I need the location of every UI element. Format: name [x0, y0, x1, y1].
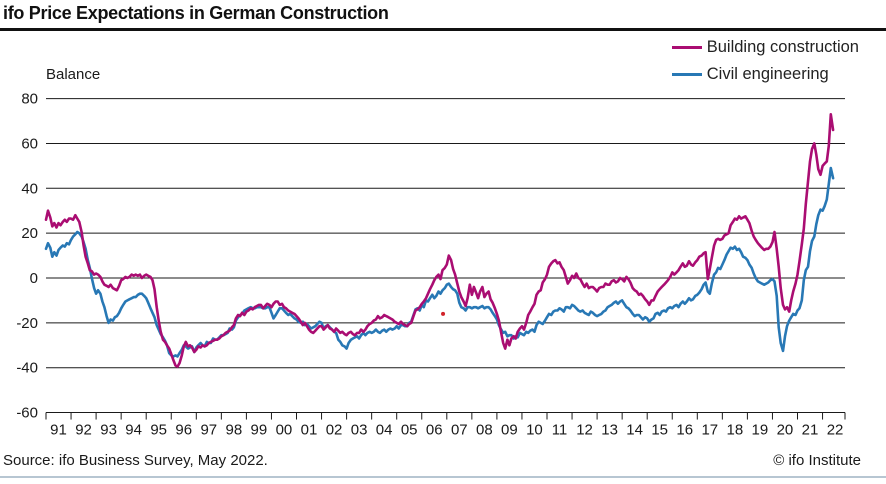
x-tick-label: 06	[426, 422, 443, 439]
building-construction-line	[44, 113, 835, 368]
x-tick-label: 98	[226, 422, 243, 439]
footer-divider	[0, 476, 886, 478]
chart-legend: Building construction Civil engineering	[671, 36, 859, 86]
legend-label: Building construction	[706, 38, 859, 56]
x-tick-label: 19	[752, 422, 769, 439]
civil-engineering-line	[44, 166, 835, 358]
y-axis-title: Balance	[46, 66, 101, 83]
x-tick-label: 18	[727, 422, 744, 439]
source-note: Source: ifo Business Survey, May 2022.	[3, 452, 268, 469]
legend-label: Civil engineering	[706, 65, 829, 83]
building-construction-line-swatch	[671, 45, 702, 50]
legend-item-building-construction: Building construction	[671, 36, 859, 59]
y-tick-label: -60	[16, 405, 38, 422]
x-tick-label: 04	[376, 422, 393, 439]
y-tick-label: -40	[16, 360, 38, 377]
legend-item-civil-engineering: Civil engineering	[671, 63, 859, 86]
x-tick-label: 00	[276, 422, 293, 439]
x-tick-label: 93	[100, 422, 117, 439]
x-tick-label: 12	[576, 422, 593, 439]
y-tick-label: 20	[21, 225, 38, 242]
y-tick-label: 0	[30, 270, 38, 287]
x-tick-label: 11	[552, 422, 568, 439]
copyright-note: © ifo Institute	[773, 452, 861, 469]
x-tick-label: 05	[401, 422, 418, 439]
x-tick-label: 01	[301, 422, 318, 439]
x-tick-label: 09	[501, 422, 518, 439]
x-tick-label: 20	[777, 422, 794, 439]
page-title: ifo Price Expectations in German Constru…	[3, 3, 389, 23]
x-tick-label: 22	[827, 422, 844, 439]
x-tick-label: 91	[50, 422, 67, 439]
title-divider	[0, 28, 886, 31]
x-tick-label: 13	[601, 422, 618, 439]
x-tick-label: 99	[251, 422, 268, 439]
x-tick-label: 17	[701, 422, 718, 439]
x-tick-label: 95	[150, 422, 167, 439]
x-tick-label: 16	[676, 422, 693, 439]
x-tick-label: 15	[651, 422, 668, 439]
x-tick-label: 14	[626, 422, 643, 439]
x-tick-label: 94	[125, 422, 142, 439]
x-tick-label: 97	[200, 422, 217, 439]
x-tick-label: 96	[175, 422, 192, 439]
y-tick-label: -20	[16, 315, 38, 332]
x-tick-label: 21	[802, 422, 819, 439]
x-tick-label: 03	[351, 422, 368, 439]
y-tick-label: 40	[21, 180, 38, 197]
x-tick-label: 92	[75, 422, 92, 439]
x-tick-label: 02	[326, 422, 343, 439]
x-tick-label: 08	[476, 422, 493, 439]
y-tick-label: 80	[21, 91, 38, 108]
civil-engineering-line-swatch	[671, 72, 702, 77]
stray-red-dot	[441, 311, 446, 316]
x-tick-label: 10	[526, 422, 543, 439]
x-tick-label: 07	[451, 422, 468, 439]
y-tick-label: 60	[21, 135, 38, 152]
